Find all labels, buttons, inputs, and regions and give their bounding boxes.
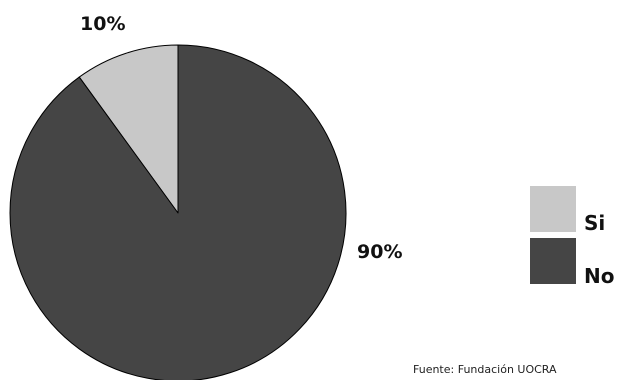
data-label-no: 90% (357, 241, 402, 263)
source-note: Fuente: Fundación UOCRA (413, 363, 557, 376)
pie-slices (9, 44, 347, 380)
legend-label-si: Si (584, 211, 605, 235)
legend-swatch-si (530, 186, 576, 232)
pie-slice-si (78, 44, 179, 214)
legend: Si No (530, 186, 614, 288)
data-label-si: 10% (80, 13, 125, 35)
legend-swatch-no (530, 238, 576, 284)
pie-slice-no (9, 44, 347, 380)
legend-label-no: No (584, 264, 614, 288)
